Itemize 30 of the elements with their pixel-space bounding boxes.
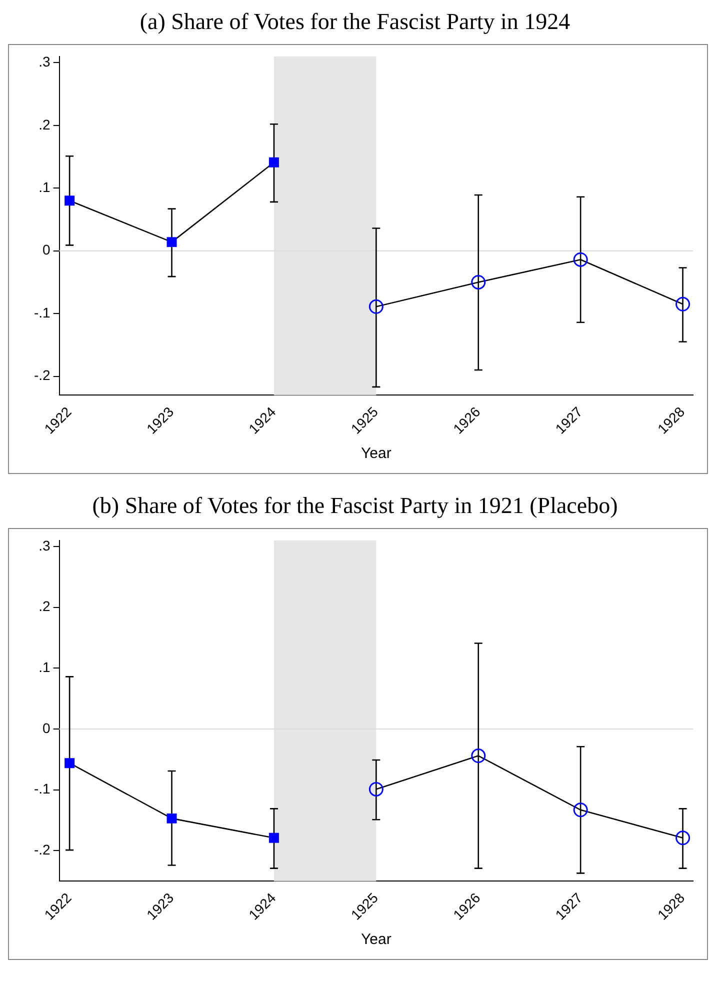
y-tick-label: 0 bbox=[42, 242, 51, 258]
point bbox=[676, 296, 690, 312]
point bbox=[573, 252, 588, 267]
point bbox=[64, 196, 75, 206]
x-axis-title: Year bbox=[361, 931, 392, 948]
point bbox=[471, 748, 486, 764]
y-tick-label: .2 bbox=[38, 598, 51, 614]
point bbox=[368, 299, 384, 314]
point bbox=[268, 832, 279, 843]
point bbox=[64, 758, 75, 768]
y-tick-label: 0 bbox=[42, 720, 51, 736]
chart-title: (a) Share of Votes for the Fascist Party in 1924 bbox=[138, 8, 572, 36]
y-tick-label: -.1 bbox=[34, 304, 51, 320]
y-tick-label: .1 bbox=[38, 178, 51, 195]
point bbox=[368, 782, 384, 796]
point bbox=[573, 802, 588, 818]
point bbox=[268, 157, 279, 168]
y-tick-label: .1 bbox=[38, 659, 51, 676]
y-tick-label: -.1 bbox=[34, 780, 51, 797]
y-tick-label: -.2 bbox=[34, 367, 51, 384]
y-tick-label: .3 bbox=[38, 54, 51, 70]
point bbox=[166, 237, 177, 248]
y-tick-label: -.2 bbox=[34, 842, 51, 858]
point bbox=[166, 813, 177, 824]
x-axis-title: Year bbox=[361, 445, 392, 462]
point bbox=[471, 274, 486, 290]
chart-title: (b) Share of Votes for the Fascist Party in 1921 (Placebo) bbox=[91, 492, 619, 520]
y-tick-label: .3 bbox=[38, 537, 51, 554]
y-tick-label: .2 bbox=[38, 116, 51, 132]
point bbox=[676, 830, 690, 846]
